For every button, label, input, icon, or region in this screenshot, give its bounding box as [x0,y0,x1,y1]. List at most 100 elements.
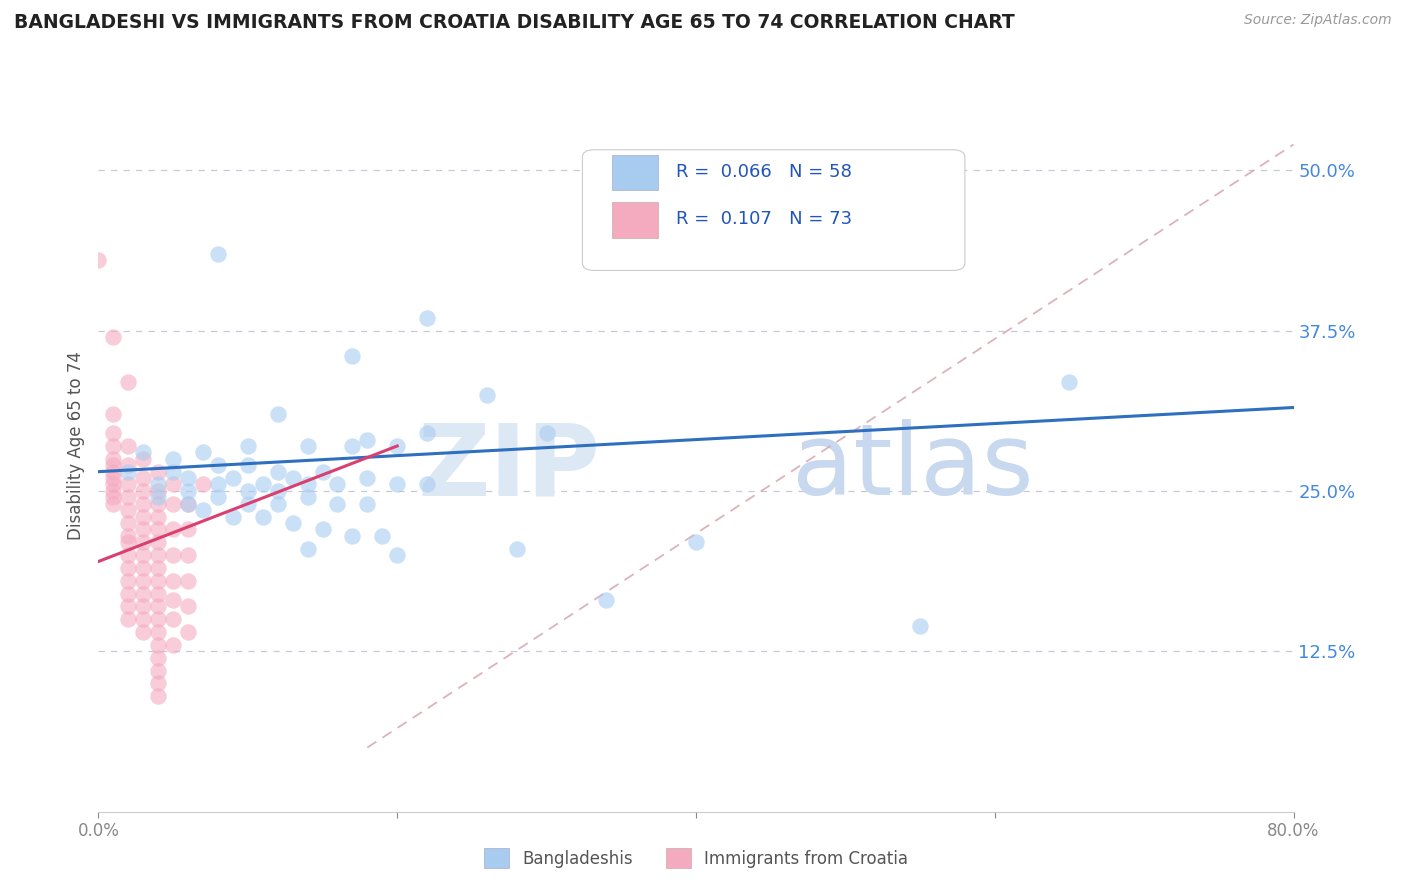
Point [267,465,290,479]
FancyBboxPatch shape [582,150,965,270]
Point [207,246,229,260]
Point [148,497,170,511]
Point [148,477,170,491]
Point [117,548,139,562]
Point [162,451,184,466]
Point [222,471,245,485]
Point [685,535,707,549]
Point [311,523,333,537]
Text: atlas: atlas [792,419,1033,516]
Point [148,599,170,614]
Point [148,561,170,575]
Point [148,509,170,524]
Point [117,535,139,549]
Point [281,471,304,485]
Point [1059,375,1081,389]
Point [103,458,125,473]
Point [103,407,125,421]
Point [103,439,125,453]
Point [236,497,259,511]
Point [117,375,139,389]
Y-axis label: Disability Age 65 to 74: Disability Age 65 to 74 [66,351,84,541]
Point [356,497,378,511]
Point [117,458,139,473]
Point [191,445,214,459]
Point [103,330,125,344]
Point [162,574,184,588]
Point [267,407,290,421]
Point [132,471,155,485]
Point [326,497,349,511]
Point [132,625,155,640]
Point [148,650,170,665]
Point [132,574,155,588]
Point [148,574,170,588]
Point [595,593,617,607]
Point [117,612,139,626]
Point [103,483,125,498]
Point [222,509,245,524]
Point [475,387,498,401]
Point [356,471,378,485]
Point [342,529,364,543]
Point [267,483,290,498]
Text: Source: ZipAtlas.com: Source: ZipAtlas.com [1244,13,1392,28]
Point [132,612,155,626]
Point [103,426,125,441]
Point [117,574,139,588]
Point [311,465,333,479]
Point [207,491,229,505]
Point [385,477,409,491]
Point [148,586,170,600]
Legend: Bangladeshis, Immigrants from Croatia: Bangladeshis, Immigrants from Croatia [475,839,917,877]
Point [148,664,170,678]
Point [103,451,125,466]
Point [148,676,170,690]
Point [132,445,155,459]
Text: ZIP: ZIP [418,419,600,516]
Point [177,548,200,562]
Point [267,497,290,511]
Point [385,439,409,453]
Text: BANGLADESHI VS IMMIGRANTS FROM CROATIA DISABILITY AGE 65 TO 74 CORRELATION CHART: BANGLADESHI VS IMMIGRANTS FROM CROATIA D… [14,13,1015,32]
Text: R =  0.107   N = 73: R = 0.107 N = 73 [676,211,852,228]
Bar [613,155,658,190]
Point [236,483,259,498]
Point [177,523,200,537]
Point [297,439,319,453]
Point [416,426,439,441]
Point [132,599,155,614]
Point [342,349,364,363]
Point [655,163,678,178]
Point [416,477,439,491]
Point [132,523,155,537]
Point [132,483,155,498]
Point [103,491,125,505]
Point [416,310,439,325]
Point [117,503,139,517]
Point [281,516,304,530]
Point [132,548,155,562]
Point [297,477,319,491]
Point [162,477,184,491]
Point [356,433,378,447]
Point [191,503,214,517]
Point [177,497,200,511]
Point [148,491,170,505]
Point [103,471,125,485]
Point [191,477,214,491]
Point [162,497,184,511]
Point [207,458,229,473]
Point [132,497,155,511]
Point [342,439,364,453]
Point [252,509,274,524]
Point [536,426,558,441]
Point [148,612,170,626]
Point [117,465,139,479]
Point [117,516,139,530]
Point [236,439,259,453]
Text: R =  0.066   N = 58: R = 0.066 N = 58 [676,162,852,181]
Point [117,477,139,491]
Point [162,638,184,652]
Point [117,439,139,453]
